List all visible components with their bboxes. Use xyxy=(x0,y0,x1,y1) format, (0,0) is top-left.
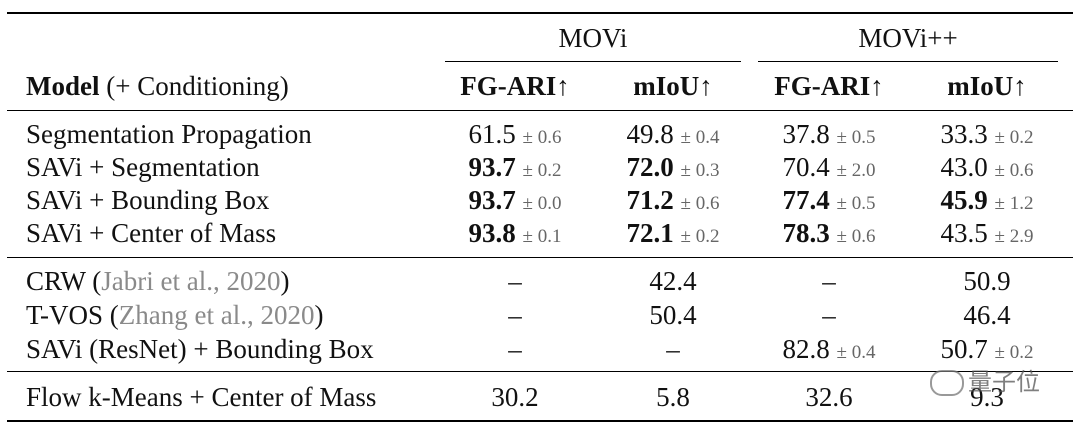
row-4-movi-miou: 72.1 ± 0.2 xyxy=(626,218,720,248)
row-7-movi-miou: – xyxy=(666,334,680,364)
col-miou-movipp: mIoU↑ xyxy=(947,71,1027,101)
col-fgari-movi: FG-ARI↑ xyxy=(460,71,570,101)
row-5-movipp-fgari: – xyxy=(822,266,836,296)
row-8-movipp-fgari: 32.6 xyxy=(805,382,853,412)
row-8-movi-fgari: 30.2 xyxy=(491,382,539,412)
col-miou-movi: mIoU↑ xyxy=(633,71,713,101)
row-3-movi-miou: 71.2 ± 0.6 xyxy=(626,185,720,215)
row-8-movipp-miou: 9.3 xyxy=(970,382,1004,412)
row-1-movipp-fgari: 37.8 ± 0.5 xyxy=(782,119,876,149)
row-4-model: SAVi + Center of Mass xyxy=(26,218,277,248)
row-6-movi-fgari: – xyxy=(508,300,522,330)
row-2-movi-miou: 72.0 ± 0.3 xyxy=(626,152,720,182)
row-3-movi-fgari: 93.7 ± 0.0 xyxy=(468,185,562,215)
row-3-model: SAVi + Bounding Box xyxy=(26,185,270,215)
row-7-movipp-fgari: 82.8 ± 0.4 xyxy=(782,334,876,364)
row-5-movi-fgari: – xyxy=(508,266,522,296)
row-8-movi-miou: 5.8 xyxy=(656,382,690,412)
bottom-rule xyxy=(7,420,1073,422)
model-label-conditioning: (+ Conditioning) xyxy=(99,71,289,101)
row-4-movi-fgari: 93.8 ± 0.1 xyxy=(468,218,562,248)
row-6-movipp-miou: 46.4 xyxy=(963,300,1011,330)
row-5-movi-miou: 42.4 xyxy=(649,266,697,296)
row-1-model: Segmentation Propagation xyxy=(26,119,312,149)
row-2-model: SAVi + Segmentation xyxy=(26,152,260,182)
row-6-movipp-fgari: – xyxy=(822,300,836,330)
col-fgari-movipp: FG-ARI↑ xyxy=(774,71,884,101)
row-5-movipp-miou: 50.9 xyxy=(963,266,1011,296)
row-7-model: SAVi (ResNet) + Bounding Box xyxy=(26,334,374,364)
row-2-movipp-miou: 43.0 ± 0.6 xyxy=(940,152,1034,182)
row-5-model: CRW (Jabri et al., 2020) xyxy=(26,266,290,296)
row-1-movi-miou: 49.8 ± 0.4 xyxy=(626,119,720,149)
row-2-movipp-fgari: 70.4 ± 2.0 xyxy=(782,152,876,182)
group-header-movipp: MOVi++ xyxy=(858,23,958,53)
row-6-model: T-VOS (Zhang et al., 2020) xyxy=(26,300,324,330)
model-label-bold: Model xyxy=(26,71,100,101)
movipp-group-rule xyxy=(758,61,1058,62)
model-column-header: Model (+ Conditioning) xyxy=(26,70,289,102)
row-1-movi-fgari: 61.5 ± 0.6 xyxy=(468,119,562,149)
row-6-movi-miou: 50.4 xyxy=(649,300,697,330)
movi-group-rule xyxy=(445,61,741,62)
row-7-movi-fgari: – xyxy=(508,334,522,364)
row-1-movipp-miou: 33.3 ± 0.2 xyxy=(940,119,1034,149)
row-7-movipp-miou: 50.7 ± 0.2 xyxy=(940,334,1034,364)
row-2-movi-fgari: 93.7 ± 0.2 xyxy=(468,152,562,182)
watermark: 量子位 xyxy=(930,362,1040,397)
section-rule-1 xyxy=(7,257,1073,258)
row-4-movipp-fgari: 78.3 ± 0.6 xyxy=(782,218,876,248)
top-rule xyxy=(7,12,1073,14)
wechat-icon xyxy=(930,370,964,396)
citation-link[interactable]: Jabri et al., 2020 xyxy=(101,266,281,296)
group-header-movi: MOVi xyxy=(558,23,628,53)
citation-link[interactable]: Zhang et al., 2020 xyxy=(118,300,315,330)
header-rule xyxy=(7,110,1073,111)
row-8-model: Flow k-Means + Center of Mass xyxy=(26,382,377,412)
row-3-movipp-miou: 45.9 ± 1.2 xyxy=(940,185,1034,215)
row-3-movipp-fgari: 77.4 ± 0.5 xyxy=(782,185,876,215)
row-4-movipp-miou: 43.5 ± 2.9 xyxy=(940,218,1034,248)
section-rule-2 xyxy=(7,371,1073,372)
